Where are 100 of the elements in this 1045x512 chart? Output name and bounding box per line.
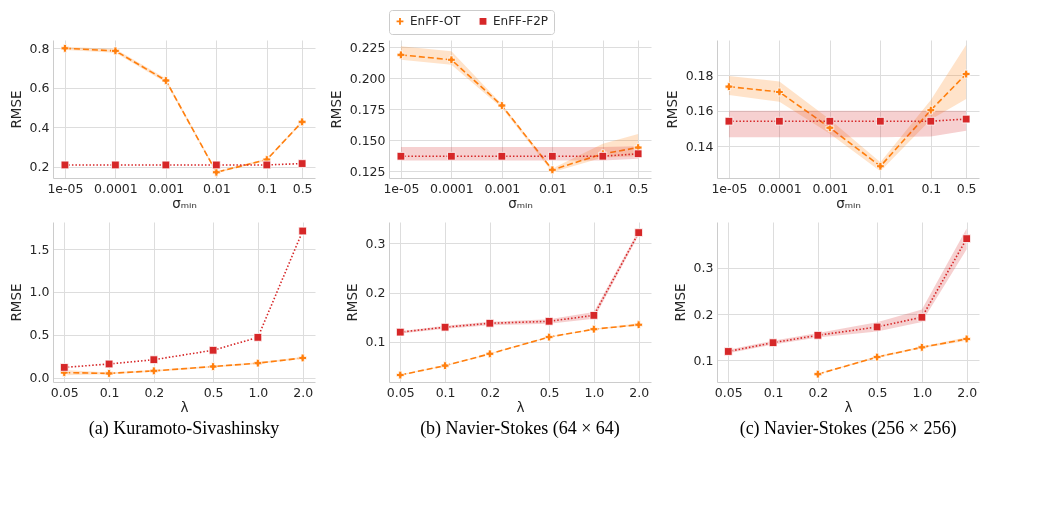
x-tick-label: 0.0001 [94, 180, 138, 196]
x-axis-title: λ [844, 399, 853, 415]
x-tick-label: 0.05 [714, 384, 743, 400]
point [775, 116, 784, 126]
x-tick-label: 2.0 [957, 384, 978, 400]
x-tick-label: 0.0001 [430, 180, 474, 196]
x-tick-label: 0.01 [202, 180, 231, 196]
x-tick-label: 0.001 [148, 180, 185, 196]
point [447, 151, 456, 161]
legend-label: EnFF-F2P [493, 14, 549, 29]
point [111, 46, 120, 56]
x-tick-label: 0.1 [435, 384, 456, 400]
y-tick-label: 0.125 [349, 163, 386, 179]
point [724, 116, 734, 126]
y-tick-label: 0.6 [29, 80, 50, 96]
y-tick-label: 0.175 [349, 101, 386, 117]
point [926, 116, 936, 126]
x-tick-label: 1.0 [248, 384, 269, 400]
legend-label: EnFF-OT [410, 14, 462, 29]
point [497, 101, 507, 110]
x-tick-label: 0.2 [480, 384, 501, 400]
point [724, 82, 734, 91]
y-tick-label: 0.2 [29, 159, 50, 175]
x-axis-title: σₘᵢₙ [508, 195, 533, 211]
point [396, 50, 406, 60]
y-tick-label: 0.2 [365, 285, 386, 301]
y-tick-label: 0.200 [349, 70, 386, 86]
x-tick-label: 1e-05 [47, 180, 84, 196]
x-tick-label: 0.5 [203, 384, 224, 400]
y-tick-label: 0.5 [29, 327, 50, 343]
y-axis-title: RMSE [343, 283, 360, 322]
x-tick-label: 1e-05 [383, 180, 420, 196]
x-tick-label: 0.1 [99, 384, 120, 400]
y-axis-title: RMSE [327, 90, 344, 129]
x-tick-label: 0.001 [484, 180, 521, 196]
y-tick-label: 0.4 [29, 119, 50, 135]
x-axis-title: λ [516, 399, 525, 415]
x-tick-label: 0.5 [867, 384, 888, 400]
x-tick-label: 0.05 [50, 384, 79, 400]
x-tick-label: 0.1 [921, 180, 942, 196]
x-tick-label: 0.1 [257, 180, 278, 196]
point [876, 116, 885, 126]
y-tick-label: 0.16 [685, 103, 714, 119]
x-tick-label: 2.0 [629, 384, 650, 400]
text: (c) Navier-Stokes (256 × 256) [739, 418, 957, 439]
x-tick-label: 0.2 [808, 384, 829, 400]
x-tick-label: 0.01 [866, 180, 895, 196]
point [447, 55, 456, 65]
y-tick-label: 0.1 [693, 352, 714, 368]
x-tick-label: 0.5 [292, 180, 313, 196]
x-tick-label: 0.001 [812, 180, 849, 196]
text: (a) Kuramoto-Sivashinsky [88, 418, 280, 439]
y-tick-label: 0.225 [349, 39, 386, 55]
point [111, 160, 120, 170]
y-tick-label: 0.3 [365, 235, 386, 251]
point [212, 160, 221, 170]
point [60, 160, 70, 170]
text: (b) Navier-Stokes (64 × 64) [420, 418, 620, 439]
x-tick-label: 0.1 [763, 384, 784, 400]
y-tick-label: 0.8 [29, 40, 50, 56]
point [775, 87, 784, 97]
x-tick-label: 0.1 [593, 180, 614, 196]
point [161, 160, 171, 170]
x-axis-title: σₘᵢₙ [836, 195, 861, 211]
y-axis-title: RMSE [671, 283, 688, 322]
y-axis-title: RMSE [663, 90, 680, 129]
point [262, 160, 272, 170]
y-tick-label: 1.0 [29, 284, 50, 300]
x-tick-label: 1.0 [912, 384, 933, 400]
point [212, 167, 221, 177]
x-tick-label: 0.5 [628, 180, 649, 196]
point [926, 105, 936, 115]
x-tick-label: 0.05 [386, 384, 415, 400]
y-tick-label: 0.3 [693, 260, 714, 276]
x-axis-title: λ [180, 399, 189, 415]
point [161, 76, 171, 85]
x-tick-label: 2.0 [293, 384, 314, 400]
point [497, 151, 507, 161]
point [60, 44, 70, 53]
point [548, 151, 557, 161]
y-tick-label: 0.14 [685, 138, 714, 154]
point [876, 161, 885, 171]
y-tick-label: 0.2 [693, 306, 714, 322]
y-tick-label: 1.5 [29, 241, 50, 257]
x-tick-label: 1.0 [584, 384, 605, 400]
point [825, 116, 835, 126]
y-axis-title: RMSE [7, 90, 24, 129]
y-tick-label: 0.18 [685, 67, 714, 83]
point [548, 165, 557, 175]
point [396, 151, 406, 161]
x-tick-label: 0.5 [539, 384, 560, 400]
x-tick-label: 0.5 [956, 180, 977, 196]
x-tick-label: 0.0001 [758, 180, 802, 196]
y-tick-label: 0.0 [29, 370, 50, 386]
x-tick-label: 1e-05 [711, 180, 748, 196]
x-tick-label: 0.01 [538, 180, 567, 196]
y-tick-label: 0.150 [349, 132, 386, 148]
y-tick-label: 0.1 [365, 334, 386, 350]
x-tick-label: 0.2 [144, 384, 165, 400]
x-axis-title: σₘᵢₙ [172, 195, 197, 211]
